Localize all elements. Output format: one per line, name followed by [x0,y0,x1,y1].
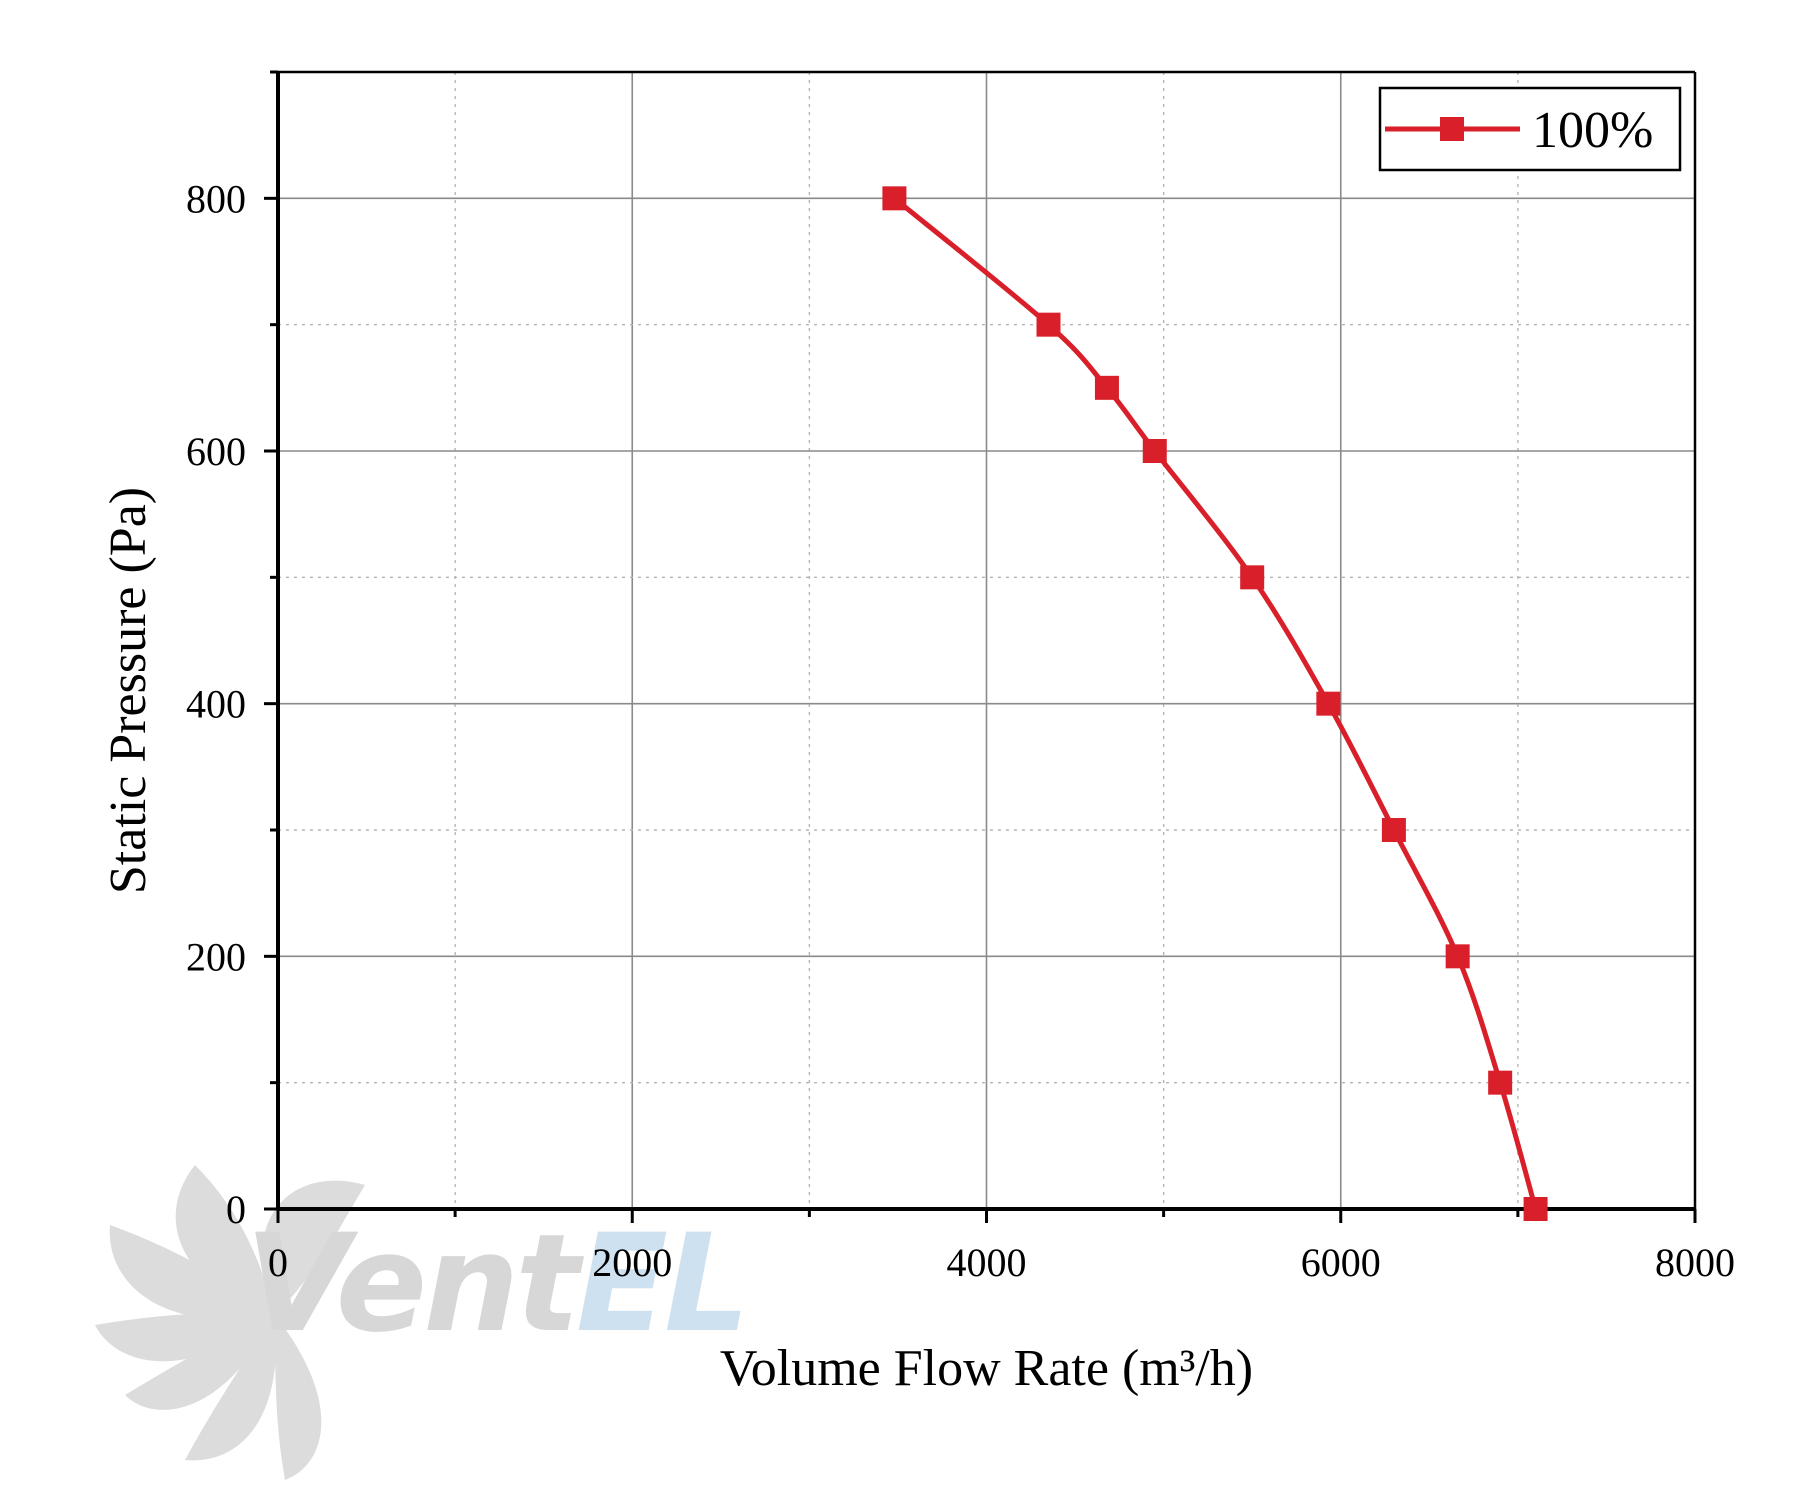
data-point [1488,1070,1513,1095]
data-point [1381,818,1406,842]
y-axis-title: Static Pressure (Pa) [100,487,157,894]
legend-label: 100% [1532,102,1653,159]
data-point [882,186,907,211]
series-group [882,186,1548,1221]
watermark-brand-part-1: Vent [245,1205,584,1362]
x-axis-title: Volume Flow Rate (m³/h) [720,1340,1253,1397]
x-tick-label: 8000 [1655,1240,1735,1285]
series-line [892,196,1538,1210]
legend: 100% [1378,86,1682,172]
data-point [1523,1197,1548,1221]
data-point [1240,565,1265,590]
data-point [1445,944,1470,969]
fan-icon [95,1165,365,1480]
x-tick-label: 0 [268,1240,288,1285]
legend-marker [1440,117,1464,141]
y-tick-label: 400 [186,682,246,727]
tick-labels: 0 2000 4000 6000 8000 0 200 400 600 800 [186,176,1735,1285]
y-tick-label: 800 [186,176,246,221]
axes [264,70,1697,1223]
data-point [1142,439,1167,463]
watermark-brand-part-2: EL [576,1205,746,1362]
data-point [1316,691,1341,716]
x-tick-label: 4000 [947,1240,1027,1285]
y-tick-label: 0 [226,1187,246,1232]
data-point [1094,375,1119,400]
watermark-logo: VentEL [95,1165,750,1480]
data-point [1036,312,1061,337]
y-tick-label: 200 [186,934,246,979]
watermark-brand: VentEL [245,1205,746,1362]
grid-lines [278,71,1695,1209]
x-tick-label: 6000 [1301,1240,1381,1285]
x-tick-label: 2000 [592,1240,672,1285]
y-tick-label: 600 [186,429,246,474]
